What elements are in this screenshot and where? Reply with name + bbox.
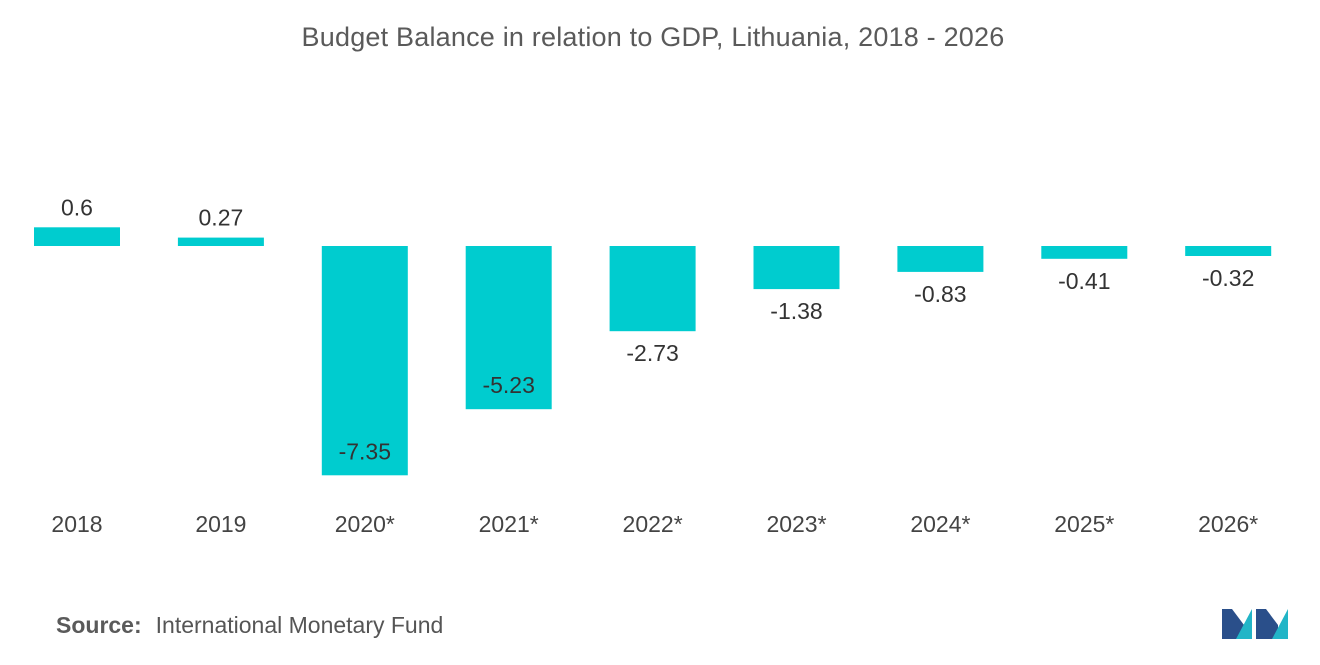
bar-2024* (897, 246, 984, 272)
value-label-2018: 0.6 (61, 194, 93, 220)
value-label-2021*: -5.23 (482, 372, 534, 398)
source-line: Source: International Monetary Fund (56, 612, 443, 639)
value-label-2022*: -2.73 (626, 340, 678, 366)
x-tick-label-2026*: 2026* (1198, 511, 1258, 537)
bar-2018 (34, 227, 120, 246)
chart-title: Budget Balance in relation to GDP, Lithu… (301, 22, 1005, 52)
x-tick-label-2018: 2018 (51, 511, 102, 537)
value-label-2023*: -1.38 (770, 298, 822, 324)
bar-2020* (321, 246, 408, 476)
x-tick-label-2020*: 2020* (335, 511, 395, 537)
bar-2026* (1185, 246, 1272, 256)
value-label-2019: 0.27 (199, 205, 244, 231)
mordor-intelligence-logo-icon (1222, 609, 1288, 639)
value-label-2026*: -0.32 (1202, 265, 1254, 291)
source-label: Source: (56, 612, 142, 638)
x-tick-label-2019: 2019 (195, 511, 246, 537)
value-label-2025*: -0.41 (1058, 268, 1110, 294)
bar-2022* (609, 246, 696, 332)
bar-2021* (465, 246, 552, 410)
value-label-2020*: -7.35 (339, 438, 391, 464)
bar-2025* (1041, 246, 1128, 259)
value-label-2024*: -0.83 (914, 281, 966, 307)
x-tick-label-2021*: 2021* (479, 511, 539, 537)
x-tick-label-2023*: 2023* (766, 511, 826, 537)
x-tick-label-2024*: 2024* (910, 511, 970, 537)
bar-2019 (177, 237, 264, 246)
x-tick-label-2022*: 2022* (623, 511, 683, 537)
x-tick-label-2025*: 2025* (1054, 511, 1114, 537)
bar-2023* (753, 246, 840, 290)
source-text: International Monetary Fund (155, 612, 444, 638)
